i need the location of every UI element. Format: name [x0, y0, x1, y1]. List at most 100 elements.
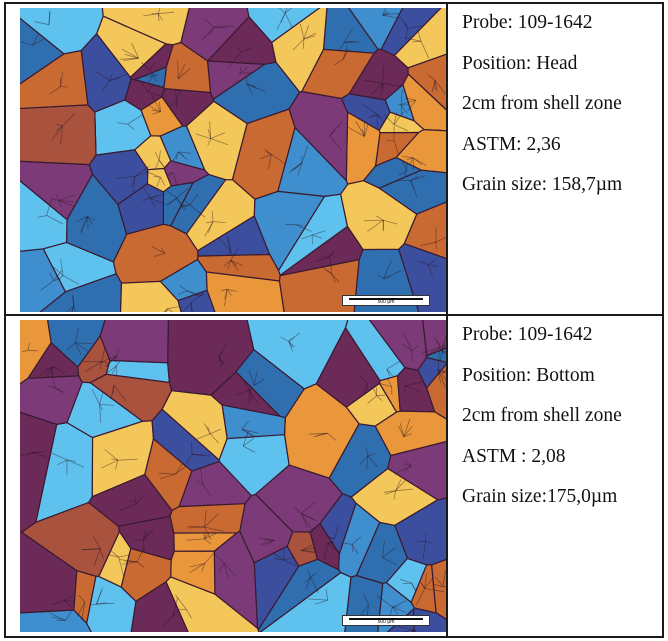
dendrite-streak — [57, 459, 68, 466]
grain — [422, 320, 446, 357]
dendrite-streak — [260, 539, 275, 546]
dendrite-streak — [181, 204, 190, 207]
dendrite-streak — [378, 382, 392, 388]
dendrite-streak — [116, 176, 135, 179]
dendrite-streak — [313, 432, 328, 438]
astm-label: ASTM: 2,36 — [462, 133, 561, 155]
dendrite-streak — [265, 539, 275, 546]
dendrite-streak — [133, 493, 137, 504]
dendrite-streak — [110, 385, 115, 400]
dendrite-streak — [382, 12, 390, 16]
dendrite-streak — [421, 582, 425, 589]
dendrite-streak — [109, 73, 113, 81]
dendrite-streak — [81, 548, 101, 551]
dendrite-streak — [218, 342, 228, 358]
micrograph-grains — [20, 320, 446, 632]
dendrite-streak — [55, 125, 63, 132]
dendrite-streak — [367, 395, 377, 404]
dendrite-streak — [284, 8, 293, 14]
dendrite-streak — [50, 452, 68, 461]
dendrite-streak — [404, 28, 409, 40]
dendrite-streak — [442, 368, 446, 374]
dendrite-streak — [177, 60, 179, 79]
dendrite-streak — [157, 8, 161, 14]
dendrite-streak — [176, 198, 184, 210]
dendrite-streak — [46, 215, 64, 225]
dendrite-streak — [437, 369, 441, 383]
dendrite-streak — [115, 355, 118, 363]
dendrite-streak — [394, 465, 412, 475]
dendrite-streak — [259, 537, 275, 541]
dendrite-streak — [415, 629, 417, 632]
dendrite-streak — [87, 216, 89, 229]
dendrite-streak — [134, 166, 150, 177]
grain — [20, 104, 97, 166]
dendrite-streak — [327, 432, 337, 441]
dendrite-streak — [111, 365, 117, 374]
dendrite-streak — [276, 12, 286, 31]
dendrite-streak — [399, 16, 409, 29]
grain — [120, 547, 172, 603]
dendrite-streak — [54, 387, 64, 393]
dendrite-streak — [425, 540, 434, 545]
dendrite-streak — [160, 473, 176, 480]
dendrite-streak — [403, 433, 412, 438]
dendrite-streak — [149, 61, 156, 71]
dendrite-streak — [386, 368, 393, 376]
dendrite-streak — [404, 22, 409, 29]
dendrite-streak — [209, 433, 219, 444]
grain — [235, 348, 305, 419]
dendrite-streak — [242, 445, 256, 453]
grain — [99, 320, 169, 364]
dendrite-streak — [174, 594, 187, 611]
dendrite-streak — [411, 40, 422, 43]
dendrite-streak — [321, 256, 329, 258]
dendrite-streak — [53, 366, 65, 374]
dendrite-streak — [368, 114, 378, 119]
dendrite-streak — [382, 14, 400, 19]
dendrite-streak — [105, 355, 118, 367]
dendrite-streak — [195, 133, 211, 139]
scale-bar-label: 500 µm — [377, 299, 395, 305]
dendrite-streak — [440, 344, 446, 348]
dendrite-streak — [239, 66, 249, 74]
dendrite-streak — [49, 272, 54, 281]
dendrite-streak — [127, 113, 144, 125]
dendrite-streak — [204, 509, 207, 528]
dendrite-streak — [253, 378, 265, 386]
dendrite-streak — [186, 290, 200, 297]
dendrite-streak — [204, 548, 219, 564]
dendrite-streak — [178, 151, 192, 154]
dendrite-streak — [152, 111, 161, 115]
dendrite-streak — [410, 176, 419, 181]
dendrite-streak — [411, 345, 419, 352]
dendrite-streak — [207, 221, 214, 233]
dendrite-streak — [190, 292, 205, 303]
dendrite-streak — [174, 462, 184, 475]
micrograph-cell: 500 µm — [6, 316, 448, 636]
dendrite-streak — [167, 308, 174, 312]
dendrite-streak — [188, 525, 205, 528]
dendrite-streak — [264, 538, 275, 541]
grain — [20, 375, 83, 426]
dendrite-streak — [417, 540, 426, 543]
dendrite-streak — [402, 156, 414, 159]
dendrite-streak — [303, 25, 310, 40]
dendrite-streak — [157, 13, 160, 22]
dendrite-streak — [99, 404, 102, 423]
dendrite-streak — [230, 259, 244, 267]
dendrite-streak — [158, 150, 161, 161]
dendrite-streak — [78, 594, 86, 603]
dendrite-streak — [227, 236, 231, 251]
dendrite-streak — [393, 140, 399, 155]
dendrite-streak — [386, 369, 391, 377]
dendrite-streak — [442, 570, 446, 587]
dendrite-streak — [182, 302, 192, 312]
position-label: Position: Head — [462, 52, 578, 74]
dendrite-streak — [117, 122, 128, 125]
dendrite-streak — [99, 361, 102, 369]
dendrite-streak — [404, 381, 424, 387]
dendrite-streak — [358, 374, 368, 383]
dendrite-streak — [185, 454, 193, 465]
dendrite-streak — [342, 48, 350, 60]
